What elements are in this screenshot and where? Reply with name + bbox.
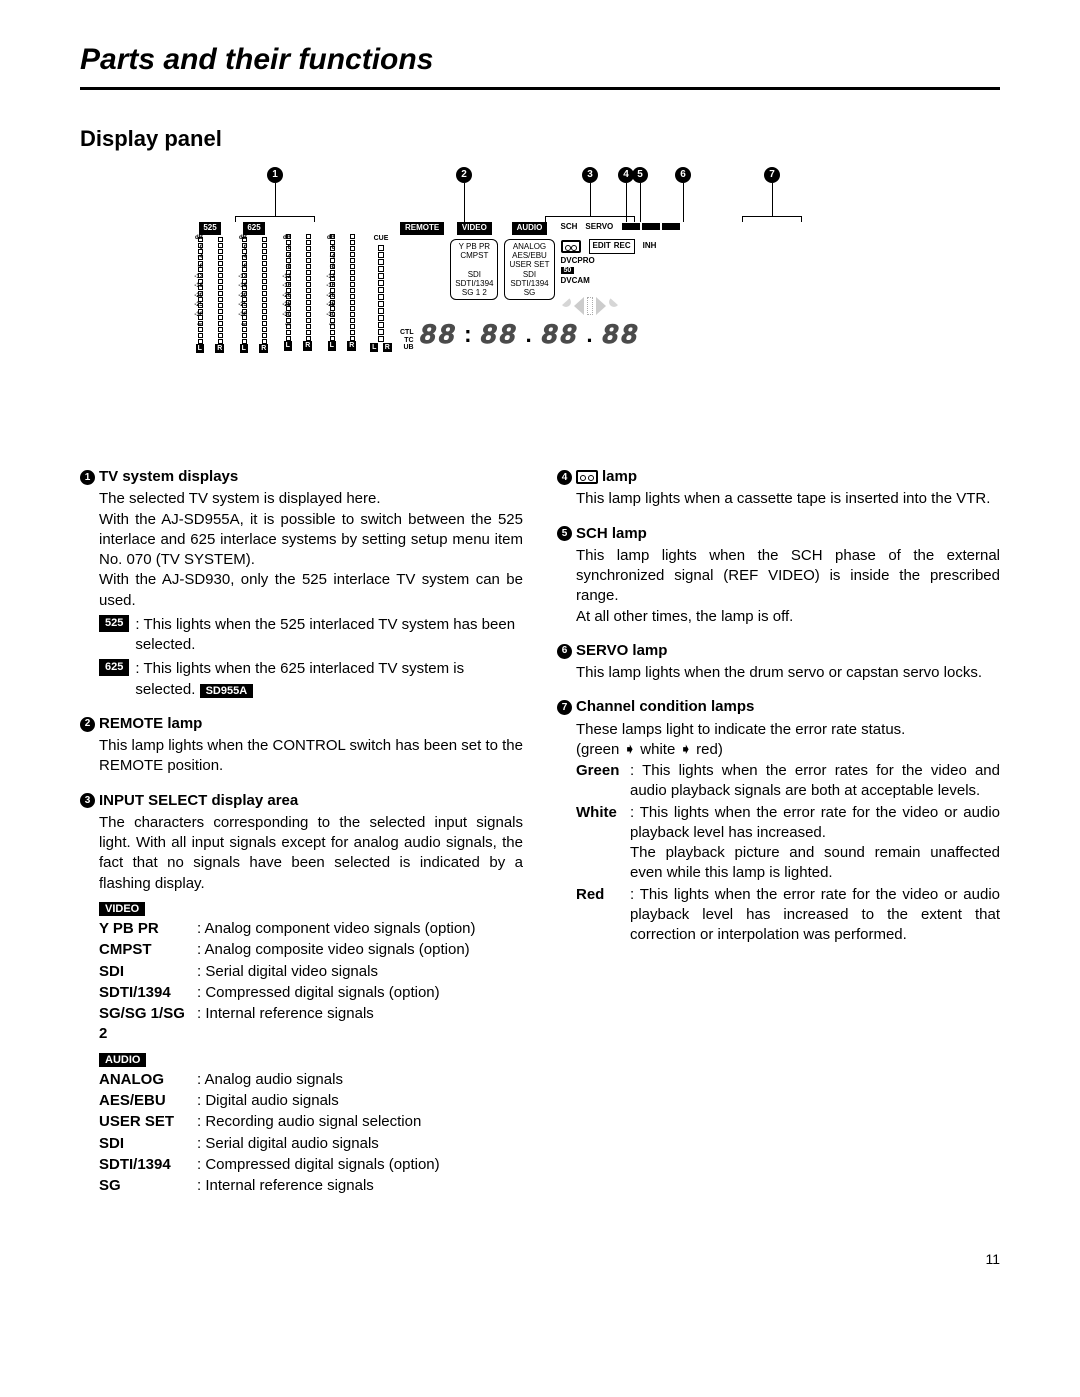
meter-l: L bbox=[284, 341, 292, 350]
color-sequence: (green ➧ white ➧ red) bbox=[557, 740, 1000, 760]
entry-body: This lamp lights when the CONTROL switch… bbox=[80, 736, 523, 777]
audio-meters: 525 dB0-4-8-12-16-20-25-30-∞ LR 625 dB0-… bbox=[190, 222, 396, 427]
entry-body: This lamp lights when a cassette tape is… bbox=[557, 489, 1000, 509]
video-select-box: Y PB PRCMPST SDISDTI/1394SG 1 2 bbox=[450, 239, 498, 300]
entry-5: 5SCH lamp This lamp lights when the SCH … bbox=[557, 524, 1000, 627]
timecode-display: 88: 88. 88. 88 bbox=[420, 322, 640, 352]
entry-4: 4 lamp This lamp lights when a cassette … bbox=[557, 467, 1000, 510]
meter-r: R bbox=[347, 341, 356, 350]
entry-7: 7Channel condition lamps These lamps lig… bbox=[557, 697, 1000, 945]
meter-r: R bbox=[383, 343, 392, 352]
entry-title: SERVO lamp bbox=[576, 641, 667, 661]
entry-title: lamp bbox=[602, 467, 637, 487]
entry-body: These lamps light to indicate the error … bbox=[557, 720, 1000, 740]
entry-title: REMOTE lamp bbox=[99, 714, 202, 734]
video-tag: VIDEO bbox=[99, 902, 145, 916]
entry-title: INPUT SELECT display area bbox=[99, 791, 298, 811]
description-columns: 1TV system displays The selected TV syst… bbox=[80, 467, 1000, 1210]
entry-6: 6SERVO lamp This lamp lights when the dr… bbox=[557, 641, 1000, 684]
meter-l: L bbox=[196, 344, 204, 353]
servo-label: SERVO bbox=[585, 222, 613, 235]
cue-meter: CUE LR bbox=[366, 222, 396, 427]
page-number: 11 bbox=[80, 1250, 1000, 1269]
ctl-tc-ub-labels: CTL TC UB bbox=[400, 329, 414, 352]
callout-row: 1234567 bbox=[190, 167, 890, 222]
cassette-icon bbox=[576, 470, 598, 484]
color-condition-list: GreenThis lights when the error rates fo… bbox=[557, 761, 1000, 945]
meter-r: R bbox=[215, 344, 224, 353]
tag-sd955a: SD955A bbox=[200, 684, 254, 698]
cassette-icon bbox=[561, 240, 581, 253]
cue-label: CUE bbox=[374, 234, 389, 243]
entry-2: 2REMOTE lamp This lamp lights when the C… bbox=[80, 714, 523, 777]
tag-525: 525 bbox=[99, 615, 129, 632]
audio-header: AUDIO bbox=[512, 222, 548, 235]
meter-l: L bbox=[240, 344, 248, 353]
video-signal-list: Y PB PRAnalog component video signals (o… bbox=[80, 919, 523, 1045]
entry-title: SCH lamp bbox=[576, 524, 647, 544]
remote-indicator: REMOTE bbox=[400, 222, 444, 235]
entry-body: This lamp lights when the drum servo or … bbox=[557, 663, 1000, 683]
video-header: VIDEO bbox=[457, 222, 492, 235]
tag-625: 625 bbox=[99, 659, 129, 676]
meter-l: L bbox=[328, 341, 336, 350]
display-panel-diagram: 1234567 525 dB0-4-8-12-16-20-25-30-∞ LR … bbox=[190, 167, 890, 427]
right-column: 4 lamp This lamp lights when a cassette … bbox=[557, 467, 1000, 1210]
tv-system-625: 625 bbox=[243, 222, 264, 235]
entry-title: TV system displays bbox=[99, 467, 238, 487]
entry-title: Channel condition lamps bbox=[576, 697, 754, 717]
edit-label: EDIT bbox=[593, 241, 611, 252]
desc-625: This lights when the 625 interlaced TV s… bbox=[135, 660, 464, 697]
left-column: 1TV system displays The selected TV syst… bbox=[80, 467, 523, 1210]
sch-label: SCH bbox=[561, 222, 578, 235]
transport-indicators bbox=[561, 297, 619, 315]
meter-l: L bbox=[370, 343, 378, 352]
meter-r: R bbox=[303, 341, 312, 350]
tv-system-525: 525 bbox=[199, 222, 220, 235]
entry-body: The characters corresponding to the sele… bbox=[80, 813, 523, 894]
entry-3: 3INPUT SELECT display area The character… bbox=[80, 791, 523, 1197]
inh-label: INH bbox=[643, 241, 657, 252]
audio-select-box: ANALOGAES/EBUUSER SETSDISDTI/1394SG bbox=[504, 239, 554, 300]
desc-525: This lights when the 525 interlaced TV s… bbox=[135, 616, 515, 653]
format-indicators: DVCPRO 50 DVCAM bbox=[561, 256, 595, 286]
entry-1: 1TV system displays The selected TV syst… bbox=[80, 467, 523, 700]
audio-signal-list: ANALOGAnalog audio signalsAES/EBUDigital… bbox=[80, 1070, 523, 1197]
meter-r: R bbox=[259, 344, 268, 353]
entry-body: The selected TV system is displayed here… bbox=[80, 489, 523, 611]
section-title: Display panel bbox=[80, 124, 1000, 154]
rec-label: REC bbox=[614, 241, 631, 252]
page-title: Parts and their functions bbox=[80, 40, 1000, 90]
entry-body: This lamp lights when the SCH phase of t… bbox=[557, 546, 1000, 627]
audio-tag: AUDIO bbox=[99, 1053, 146, 1067]
